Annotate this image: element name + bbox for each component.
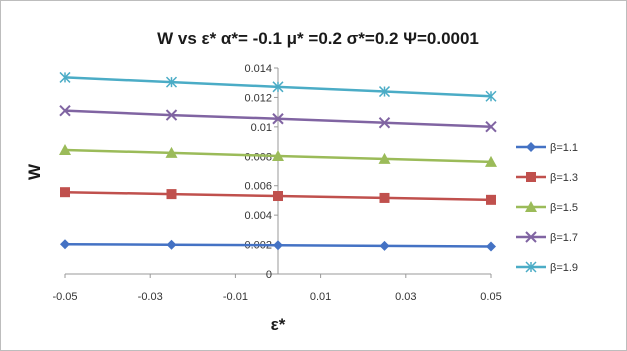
legend-item: β=1.1 <box>516 142 578 154</box>
x-tick-label: -0.05 <box>52 291 77 303</box>
data-point <box>166 189 177 200</box>
series-1 <box>60 239 496 252</box>
data-point <box>59 71 71 83</box>
data-point <box>165 109 178 121</box>
legend-marker <box>525 231 537 243</box>
y-axis-label: W <box>25 163 44 180</box>
marker-stroke <box>485 121 497 133</box>
x-tick-label: 0.01 <box>310 291 331 303</box>
legend-marker <box>525 201 537 212</box>
data-point <box>272 113 284 125</box>
data-point <box>485 90 497 102</box>
data-point <box>378 152 391 164</box>
legend-label: β=1.7 <box>550 232 578 244</box>
data-point <box>378 86 391 98</box>
data-point <box>486 194 496 205</box>
data-point <box>273 191 283 202</box>
legend-item: β=1.9 <box>516 261 578 274</box>
data-point <box>378 117 391 129</box>
legend-marker <box>526 142 536 152</box>
chart-axes: 00.0020.0040.0060.0080.010.0120.014-0.05… <box>52 63 501 303</box>
legend-marker <box>525 261 537 273</box>
data-point <box>165 76 178 88</box>
x-tick-label: 0.05 <box>480 291 501 303</box>
series-2 <box>60 187 496 205</box>
data-point <box>379 240 390 251</box>
marker-stroke <box>378 117 391 129</box>
data-point <box>485 155 497 167</box>
data-point <box>60 187 70 198</box>
marker-stroke <box>59 104 71 117</box>
data-point <box>486 241 496 252</box>
data-point <box>60 239 70 250</box>
x-tick-label: 0.03 <box>395 291 416 303</box>
series-5 <box>59 71 497 102</box>
data-point <box>166 239 177 250</box>
y-tick-label: 0.014 <box>244 63 272 75</box>
x-tick-label: -0.01 <box>223 291 248 303</box>
chart-legend: β=1.1 β=1.3 β=1.5 β=1.7 β=1.9 <box>516 142 578 274</box>
data-point <box>272 149 284 161</box>
legend-item: β=1.5 <box>516 201 578 214</box>
data-point <box>272 81 284 93</box>
legend-label: β=1.9 <box>550 262 578 274</box>
data-point <box>379 192 390 203</box>
data-point <box>59 104 71 117</box>
series-3 <box>59 143 497 167</box>
marker-stroke <box>165 109 178 121</box>
y-tick-label: 0.004 <box>244 210 272 222</box>
y-tick-label: 0 <box>266 269 272 281</box>
legend-item: β=1.3 <box>516 172 578 184</box>
chart-title: W vs ε* α*= -0.1 μ* =0.2 σ*=0.2 Ψ=0.0001 <box>157 29 479 48</box>
data-point <box>485 121 497 133</box>
y-tick-label: 0.01 <box>251 122 272 134</box>
y-tick-label: 0.008 <box>244 151 272 163</box>
marker-stroke <box>525 231 537 243</box>
data-point <box>165 146 178 158</box>
legend-label: β=1.1 <box>550 142 578 154</box>
legend-label: β=1.5 <box>550 202 578 214</box>
series-4 <box>59 104 497 133</box>
data-point <box>273 240 283 251</box>
y-tick-label: 0.006 <box>244 181 272 193</box>
x-axis-label: ε* <box>271 315 286 334</box>
legend-label: β=1.3 <box>550 172 578 184</box>
series-layer <box>59 71 497 252</box>
legend-marker <box>526 172 536 182</box>
x-tick-label: -0.03 <box>138 291 163 303</box>
data-point <box>59 143 71 155</box>
y-tick-label: 0.012 <box>244 92 272 104</box>
legend-item: β=1.7 <box>516 231 578 244</box>
marker-stroke <box>272 113 284 125</box>
